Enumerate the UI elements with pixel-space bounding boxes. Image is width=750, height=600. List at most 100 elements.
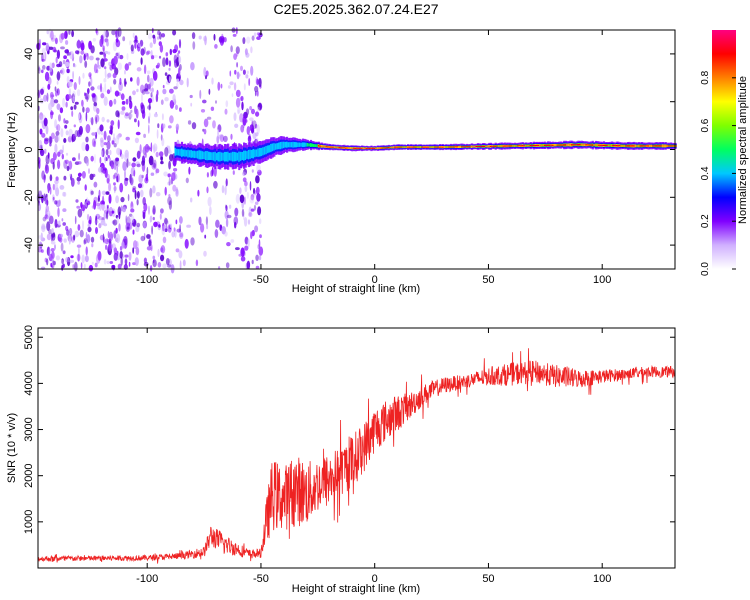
band-core xyxy=(268,145,271,153)
noise-speckle xyxy=(242,69,246,75)
noise-speckle xyxy=(52,260,56,266)
noise-speckle xyxy=(184,238,189,249)
band-core xyxy=(289,142,292,148)
noise-speckle xyxy=(38,139,43,149)
band-peak xyxy=(639,145,642,147)
noise-speckle xyxy=(107,154,110,159)
noise-speckle xyxy=(62,59,66,65)
noise-speckle xyxy=(57,134,60,142)
band-peak xyxy=(524,145,528,147)
band-peak xyxy=(553,144,556,146)
noise-speckle xyxy=(240,124,245,133)
noise-speckle xyxy=(188,166,191,175)
noise-speckle xyxy=(129,113,133,118)
band-peak xyxy=(442,146,445,148)
band-peak xyxy=(407,146,410,148)
noise-speckle xyxy=(253,193,256,197)
noise-speckle xyxy=(37,114,43,124)
noise-speckle xyxy=(105,191,110,195)
noise-speckle xyxy=(92,38,97,42)
band-core xyxy=(249,149,252,159)
noise-speckle xyxy=(63,238,67,243)
noise-speckle xyxy=(223,37,227,43)
noise-speckle xyxy=(248,206,252,217)
noise-speckle xyxy=(159,151,164,157)
band-core xyxy=(252,149,255,159)
noise-speckle xyxy=(82,220,84,231)
noise-speckle xyxy=(157,123,160,129)
noise-speckle xyxy=(140,235,146,242)
noise-speckle xyxy=(48,46,54,50)
noise-speckle xyxy=(172,184,177,192)
band-peak xyxy=(606,144,609,146)
noise-speckle xyxy=(168,194,171,198)
band-peak xyxy=(512,145,515,147)
noise-speckle xyxy=(55,90,58,97)
noise-speckle xyxy=(214,44,218,49)
noise-speckle xyxy=(167,173,171,178)
noise-speckle xyxy=(235,46,240,54)
noise-speckle xyxy=(134,42,137,49)
noise-speckle xyxy=(250,208,255,212)
noise-speckle xyxy=(152,208,156,215)
noise-speckle xyxy=(94,262,98,268)
band-peak xyxy=(450,146,453,148)
noise-speckle xyxy=(192,41,196,50)
noise-speckle xyxy=(62,250,66,255)
band-peak xyxy=(488,145,491,147)
noise-speckle xyxy=(125,112,129,117)
noise-speckle xyxy=(147,98,153,104)
noise-speckle xyxy=(96,69,99,74)
noise-speckle xyxy=(254,225,259,233)
noise-speckle xyxy=(101,116,105,123)
band-peak xyxy=(477,145,480,148)
band-core xyxy=(230,152,233,161)
band-peak xyxy=(470,146,473,148)
noise-speckle xyxy=(160,245,166,254)
band-peak xyxy=(485,145,488,147)
noise-speckle xyxy=(94,220,99,224)
noise-speckle xyxy=(48,253,53,262)
band-peak xyxy=(665,145,668,147)
noise-speckle xyxy=(175,219,178,225)
noise-speckle xyxy=(76,130,81,138)
band-peak xyxy=(539,144,542,147)
noise-speckle xyxy=(108,194,112,204)
band-peak xyxy=(379,147,383,149)
noise-speckle xyxy=(167,181,172,186)
band-peak xyxy=(459,146,462,148)
noise-speckle xyxy=(108,231,114,242)
noise-speckle xyxy=(55,255,61,261)
band-core xyxy=(303,142,306,147)
noise-speckle xyxy=(94,94,98,103)
band-peak xyxy=(630,145,633,147)
spectrogram-panel: -100 -50 0 50 100 -40 -20 0 20 40 Height of strai… xyxy=(6,27,677,295)
band-peak xyxy=(480,146,483,147)
noise-speckle xyxy=(130,208,135,213)
noise-speckle xyxy=(39,149,45,157)
noise-speckle xyxy=(140,57,143,65)
noise-speckle xyxy=(65,101,68,108)
noise-speckle xyxy=(219,35,225,46)
noise-speckle xyxy=(128,61,132,66)
colorbar: 0.0 0.2 0.4 0.6 0.8 Normalized spectral ampl… xyxy=(700,30,749,276)
noise-speckle xyxy=(149,265,153,272)
band-peak xyxy=(510,145,513,147)
noise-speckle xyxy=(113,247,118,255)
noise-speckle xyxy=(245,74,249,79)
noise-speckle xyxy=(44,214,49,220)
noise-speckle xyxy=(213,33,216,41)
band-peak xyxy=(532,144,535,147)
noise-speckle xyxy=(102,233,105,243)
band-core xyxy=(301,142,305,147)
noise-speckle xyxy=(113,98,117,105)
band-peak xyxy=(596,144,599,146)
noise-speckle xyxy=(104,69,107,79)
noise-speckle xyxy=(103,96,108,106)
band-core xyxy=(316,144,319,148)
colorbar-tick-label: 0.8 xyxy=(700,70,711,84)
noise-speckle xyxy=(161,33,166,38)
band-peak xyxy=(559,144,563,146)
noise-speckle xyxy=(134,35,138,42)
noise-speckle xyxy=(152,34,156,39)
